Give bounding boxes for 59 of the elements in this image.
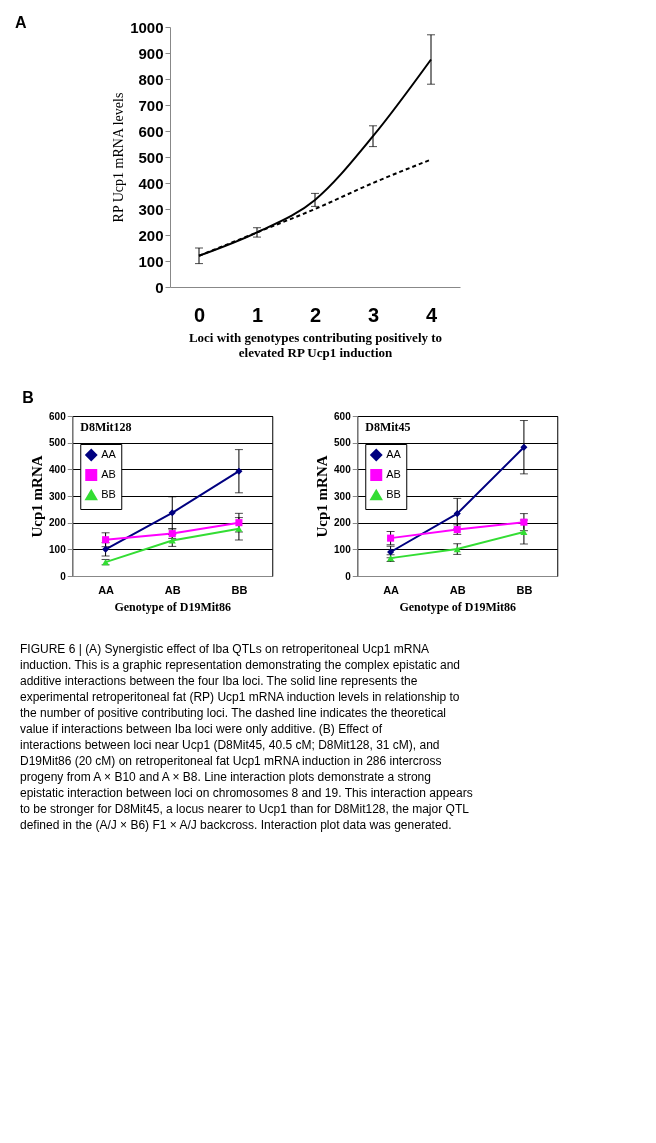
y-tick-label: 100 bbox=[49, 543, 67, 555]
y-tick-label: 700 bbox=[138, 96, 164, 114]
x-tick-label: AA bbox=[383, 583, 400, 596]
y-tick-label: 800 bbox=[138, 70, 164, 88]
y-tick-label: 500 bbox=[138, 148, 164, 166]
x-tick-label: AB bbox=[164, 583, 181, 596]
y-tick-label: 200 bbox=[138, 226, 164, 244]
text: FIGURE 6 | (A) Synergistic effect of Iba QTLs on retroperitoneal Ucp1 mRNA induction. This is a graphic representation demonstrating the complex epistatic and additive interactions between the four Iba loci. The solid line represents the experimental retroperitoneal fat (RP) Ucp1 mRNA induction levels in relationship to the number of positive contributing loci. The dashed line indicates the theoretical value if interactions between Iba loci were only additive. (B) Effect of interactions between loci near Ucp1 (D8Mit45, 40.5 cM; D8Mit128, 31 cM), and D19Mit86 (20 cM) on retroperitoneal fat Ucp1 mRNA induction in 286 intercross progeny from A × B10 and A × B8. Line interaction plots demonstrate a strong epistatic interaction between loci on chromosomes 8 and 19. This interaction appears to be stronger for D8Mit45, a locus nearer to Ucp1 than for D8Mit128, the major QTL defined in the (A/J × B6) F1 × A/J backcross. Interaction plot data was generated. bbox=[20, 642, 473, 832]
legend-label: AB bbox=[386, 468, 401, 480]
y-tick-label: 200 bbox=[49, 517, 67, 529]
x-tick-label: 1 bbox=[251, 303, 264, 326]
point bbox=[235, 519, 243, 527]
y-tick-label: 400 bbox=[334, 463, 352, 475]
x-tick-label: AA bbox=[98, 583, 115, 596]
y-tick-label: 900 bbox=[138, 44, 164, 62]
x-tick-label: BB bbox=[231, 583, 248, 596]
y-tick-label: 0 bbox=[345, 570, 352, 582]
y-tick-label: 0 bbox=[155, 278, 164, 296]
point bbox=[387, 534, 395, 542]
x-tick-label: 0 bbox=[193, 303, 206, 326]
y-tick-label: 300 bbox=[138, 200, 164, 218]
x-axis-title: Genotype of D19Mit86 bbox=[114, 599, 232, 614]
point bbox=[520, 528, 528, 536]
y-axis-title: Ucp1 mRNA bbox=[29, 455, 46, 538]
text: A bbox=[15, 14, 27, 31]
y-tick-label: 600 bbox=[334, 410, 352, 422]
y-tick-label: 100 bbox=[138, 252, 164, 270]
y-tick-label: 600 bbox=[138, 122, 164, 140]
x-axis-title: Genotype of D19Mit86 bbox=[399, 599, 517, 614]
y-tick-label: 1000 bbox=[130, 18, 164, 36]
chart-title: D8Mit45 bbox=[365, 420, 411, 434]
chart-title: D8Mit128 bbox=[80, 420, 132, 434]
y-tick-label: 300 bbox=[49, 490, 67, 502]
x-axis-title: Loci with genotypes contributing positively to elevated RP Ucp1 induction bbox=[188, 329, 443, 360]
x-tick-label: 3 bbox=[367, 303, 380, 326]
y-tick-label: 200 bbox=[334, 517, 352, 529]
x-tick-label: 2 bbox=[309, 303, 322, 326]
point bbox=[235, 525, 243, 532]
legend-label: AB bbox=[101, 468, 116, 480]
legend-label: AA bbox=[101, 448, 117, 460]
legend-label: BB bbox=[101, 488, 116, 500]
point bbox=[102, 536, 110, 544]
y-tick-label: 400 bbox=[49, 463, 67, 475]
x-tick-label: AB bbox=[449, 583, 466, 596]
x-tick-label: 4 bbox=[425, 303, 438, 326]
y-axis-title: Ucp1 mRNA bbox=[314, 455, 331, 538]
y-tick-label: 0 bbox=[60, 570, 67, 582]
y-tick-label: 500 bbox=[334, 437, 352, 449]
y-tick-label: 100 bbox=[334, 543, 352, 555]
y-axis-title: RP Ucp1 mRNA levels bbox=[111, 92, 127, 223]
x-tick-label: BB bbox=[516, 583, 533, 596]
text: B bbox=[22, 389, 34, 406]
y-tick-label: 500 bbox=[49, 437, 67, 449]
legend-label: BB bbox=[386, 488, 401, 500]
legend-label: AA bbox=[386, 448, 402, 460]
point bbox=[520, 518, 528, 526]
y-tick-label: 400 bbox=[138, 174, 164, 192]
y-tick-label: 600 bbox=[49, 410, 67, 422]
y-tick-label: 300 bbox=[334, 490, 352, 502]
